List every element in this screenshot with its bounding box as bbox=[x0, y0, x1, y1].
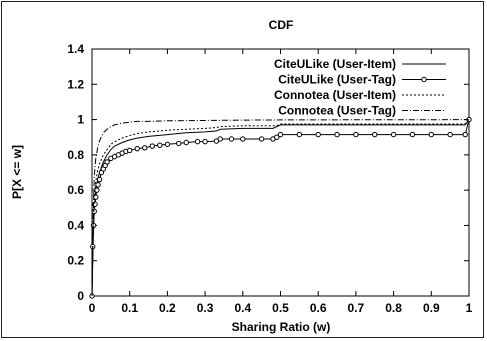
x-tick-label: 0.9 bbox=[423, 301, 440, 315]
legend: CiteULike (User-Item) CiteULike (User-Tag… bbox=[274, 57, 446, 118]
x-tick-label: 0.1 bbox=[121, 301, 138, 315]
series-point-1 bbox=[142, 145, 148, 151]
legend-label-2: Connotea (User-Item) bbox=[274, 88, 396, 102]
series-point-1 bbox=[217, 136, 223, 142]
y-axis-title: P[X <= w] bbox=[10, 145, 24, 199]
series-point-1 bbox=[462, 131, 468, 138]
series-point-1 bbox=[277, 131, 284, 138]
series-point-1 bbox=[315, 131, 321, 138]
x-tick-label: 0.6 bbox=[310, 301, 327, 315]
x-tick-label: 0.5 bbox=[272, 301, 289, 315]
x-tick-label: 0.3 bbox=[197, 301, 214, 315]
series-point-1 bbox=[296, 131, 303, 138]
x-tick-label: 0.8 bbox=[385, 301, 402, 315]
series-point-1 bbox=[274, 134, 280, 140]
legend-label-3: Connotea (User-Tag) bbox=[278, 104, 396, 118]
y-tick-label: 1.2 bbox=[67, 77, 84, 91]
series-point-1 bbox=[390, 131, 397, 138]
y-tick-label: 0.4 bbox=[67, 218, 84, 232]
series-point-1 bbox=[447, 131, 453, 138]
y-tick-label: 0.8 bbox=[67, 148, 84, 162]
series-point-1 bbox=[176, 140, 182, 147]
series-point-1 bbox=[164, 141, 171, 147]
series-point-1 bbox=[428, 131, 434, 138]
series-point-1 bbox=[240, 136, 246, 142]
legend-marker-1 bbox=[421, 76, 427, 83]
y-tick-label: 1 bbox=[77, 113, 84, 127]
series-point-1 bbox=[258, 136, 265, 142]
series-line-3 bbox=[91, 119, 470, 297]
series-point-1 bbox=[104, 159, 110, 165]
series-line-1 bbox=[91, 119, 470, 297]
series-point-1 bbox=[372, 131, 378, 138]
x-tick-label: 0.2 bbox=[159, 301, 176, 315]
legend-label-0: CiteULike (User-Item) bbox=[274, 57, 396, 71]
series-point-1 bbox=[96, 176, 103, 183]
series-point-1 bbox=[95, 182, 101, 188]
x-tick-label: 1 bbox=[466, 301, 473, 315]
x-tick-label: 0.4 bbox=[234, 301, 251, 315]
legend-label-1: CiteULike (User-Tag) bbox=[278, 73, 396, 87]
series-point-1 bbox=[134, 145, 140, 152]
series-point-1 bbox=[334, 131, 340, 138]
series-point-1 bbox=[157, 142, 163, 148]
y-tick-label: 1.4 bbox=[67, 42, 84, 56]
series-point-1 bbox=[409, 131, 416, 138]
series-point-1 bbox=[183, 139, 189, 146]
series-point-1 bbox=[228, 136, 235, 142]
x-axis-title: Sharing Ratio (w) bbox=[232, 320, 331, 334]
y-tick-label: 0.2 bbox=[67, 254, 84, 268]
series-line-2 bbox=[91, 119, 470, 297]
x-tick-label: 0.7 bbox=[348, 301, 365, 315]
chart-title: CDF bbox=[269, 18, 294, 32]
y-tick-label: 0.6 bbox=[67, 183, 84, 197]
series-point-1 bbox=[202, 138, 208, 145]
x-tick-label: 0 bbox=[89, 301, 96, 315]
series-point-1 bbox=[194, 138, 201, 145]
series-point-1 bbox=[353, 131, 359, 138]
plot-area: 0 0.1 0.2 0.3 0.4 0.5 0.6 0.7 0.8 0.9 1 0 0.2 0.4 0.6 0… bbox=[67, 42, 472, 315]
y-tick-label: 0 bbox=[77, 289, 84, 303]
series-point-1 bbox=[149, 143, 156, 149]
series-point-1 bbox=[127, 147, 133, 154]
series-line-0 bbox=[91, 119, 470, 297]
